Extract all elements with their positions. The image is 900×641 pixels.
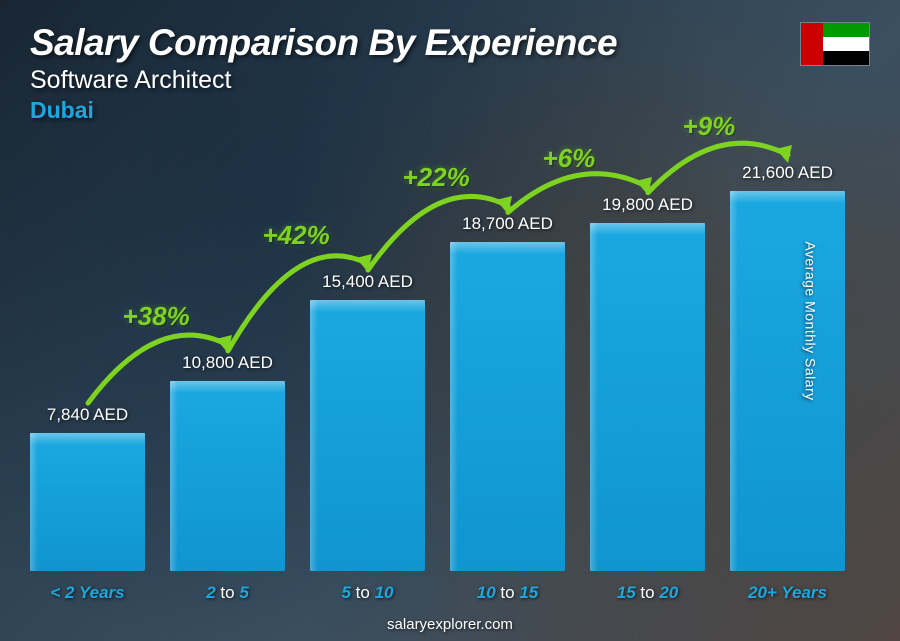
bar-value-label: 7,840 AED [47, 405, 128, 425]
location: Dubai [30, 97, 870, 124]
x-axis-label: 10 to 15 [450, 583, 565, 603]
job-title: Software Architect [30, 66, 870, 95]
x-axis-label: < 2 Years [30, 583, 145, 603]
bar [170, 381, 285, 571]
x-axis: < 2 Years 2 to 5 5 to 10 10 to 15 15 to 20 20… [30, 583, 845, 603]
bar [310, 300, 425, 571]
y-axis-label: Average Monthly Salary [802, 241, 818, 400]
bar-group: 19,800 AED [590, 195, 705, 571]
x-axis-label: 20+ Years [730, 583, 845, 603]
page-title: Salary Comparison By Experience [30, 22, 870, 64]
bar-value-label: 10,800 AED [182, 353, 273, 373]
x-axis-label: 5 to 10 [310, 583, 425, 603]
header: Salary Comparison By Experience Software… [30, 22, 870, 124]
bar [730, 191, 845, 571]
bar-group: 10,800 AED [170, 353, 285, 571]
bar-group: 21,600 AED [730, 163, 845, 571]
bar-group: 18,700 AED [450, 214, 565, 571]
bar [30, 433, 145, 571]
bar-value-label: 21,600 AED [742, 163, 833, 183]
bar-value-label: 18,700 AED [462, 214, 553, 234]
bar-value-label: 19,800 AED [602, 195, 693, 215]
x-axis-label: 15 to 20 [590, 583, 705, 603]
x-axis-label: 2 to 5 [170, 583, 285, 603]
bar-group: 7,840 AED [30, 405, 145, 571]
bar-group: 15,400 AED [310, 272, 425, 571]
footer-credit: salaryexplorer.com [0, 616, 900, 633]
bar-value-label: 15,400 AED [322, 272, 413, 292]
bar-chart: 7,840 AED 10,800 AED 15,400 AED 18,700 AED 1… [30, 141, 845, 571]
bar [450, 242, 565, 571]
uae-flag-icon [800, 22, 870, 66]
bar [590, 223, 705, 571]
